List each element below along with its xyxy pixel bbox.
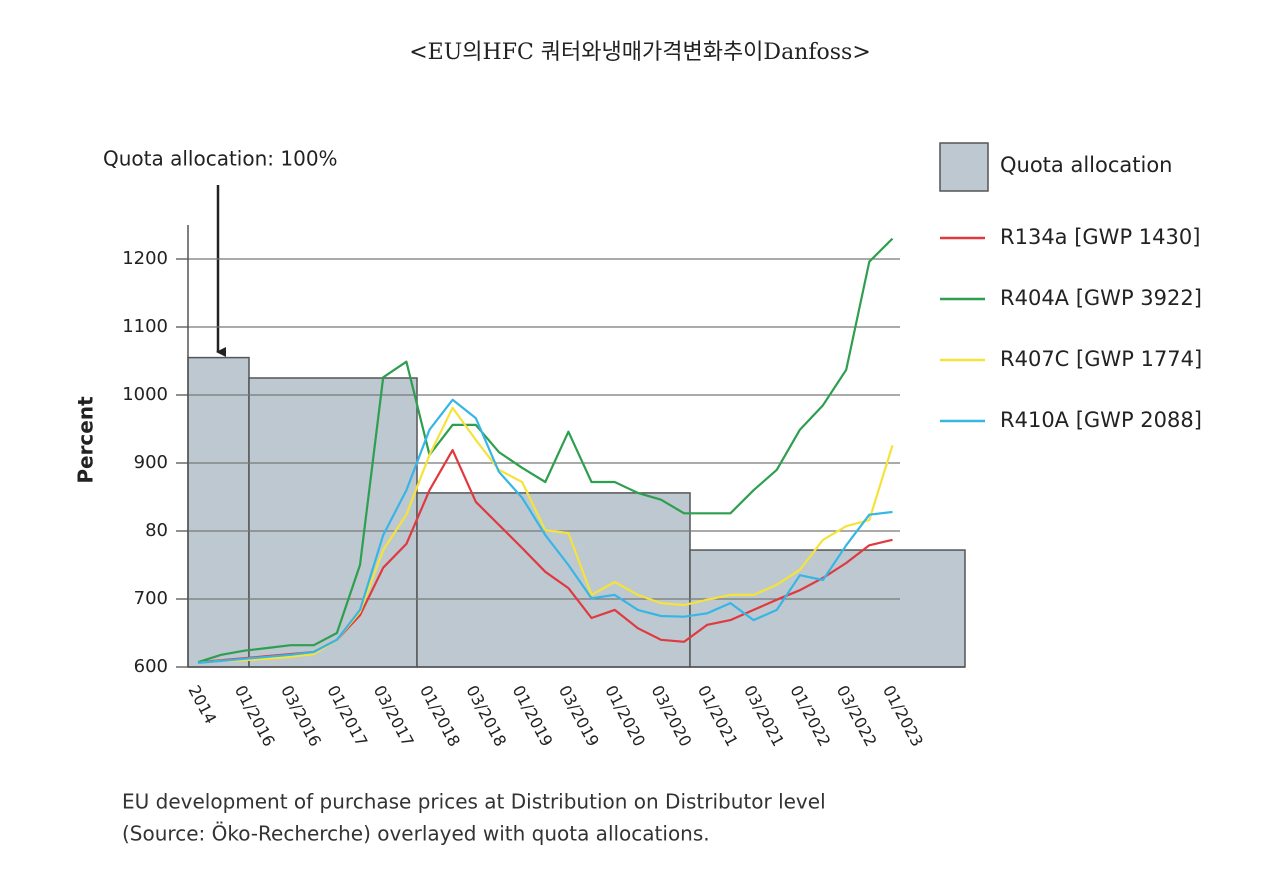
x-tick-label: 03/2016 [277,682,325,750]
y-tick-label: 1000 [122,384,168,405]
y-axis-label: Percent [74,396,98,484]
quota-bar [416,492,691,668]
y-tick-label: 600 [134,656,168,677]
caption: EU development of purchase prices at Dis… [122,790,826,814]
y-tick-label: 900 [134,452,168,473]
legend-label: R404A [GWP 3922] [1000,286,1202,310]
legend-swatch [939,142,989,192]
x-tick-label: 01/2022 [786,682,834,750]
legend-label: R407C [GWP 1774] [1000,347,1202,371]
x-tick-label: 2014 [184,682,220,727]
line-series [197,398,893,664]
quota-bar [689,549,966,668]
line-series [197,406,894,664]
y-tick-label: 80 [145,520,168,541]
x-tick-label: 03/2019 [555,682,603,750]
y-tick-label: 700 [134,588,168,609]
x-tick-label: 01/2020 [601,682,649,750]
legend-label: Quota allocation [1000,153,1173,177]
legend-label: R134a [GWP 1430] [1000,225,1200,249]
x-tick-label: 03/2018 [462,682,510,750]
quota-bar [187,356,250,668]
chart-title: <EU의HFC 쿼터와냉매가격변화추이Danfoss> [409,40,871,65]
x-tick-label: 01/2016 [231,682,279,750]
caption: (Source: Öko-Recherche) overlayed with q… [122,822,710,846]
x-tick-label: 01/2021 [694,682,742,750]
quota-bar [248,377,418,668]
x-tick-label: 01/2018 [416,682,464,750]
x-tick-label: 01/2017 [323,682,371,750]
x-tick-label: 03/2022 [833,682,881,750]
x-tick-label: 03/2020 [647,682,695,750]
x-tick-label: 01/2019 [509,682,557,750]
legend-label: R410A [GWP 2088] [1000,408,1202,432]
x-tick-label: 01/2023 [879,682,927,750]
x-tick-label: 03/2017 [370,682,418,750]
y-tick-label: 1100 [122,316,168,337]
annotation: Quota allocation: 100% [103,147,338,171]
y-tick-label: 1200 [122,248,168,269]
x-tick-label: 03/2021 [740,682,788,750]
line-series [197,237,894,664]
